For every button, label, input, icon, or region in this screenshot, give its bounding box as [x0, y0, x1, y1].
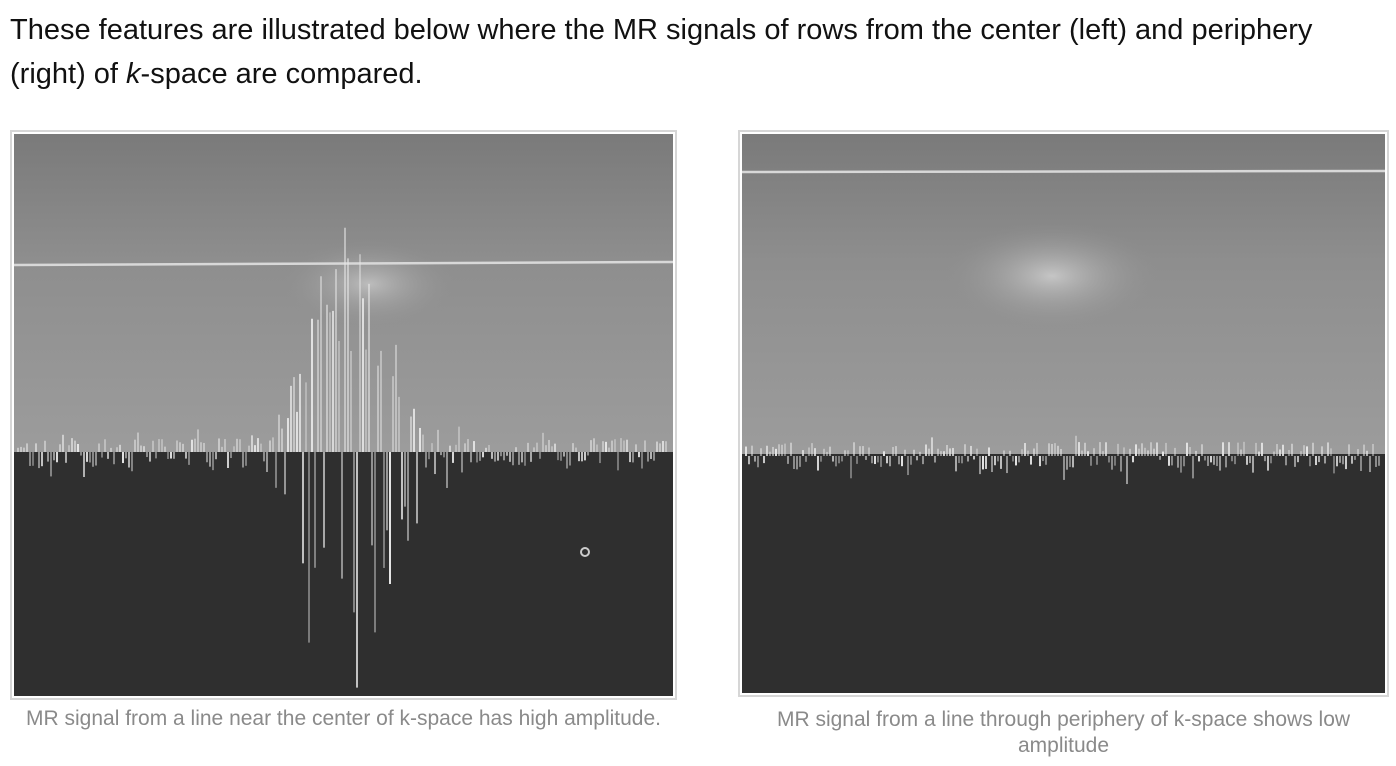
figure-caption: MR signal from a line near the center of…	[26, 707, 661, 730]
intro-k-italic: k	[126, 58, 141, 90]
intro-text-after: -space are compared.	[140, 58, 423, 90]
intro-paragraph: These features are illustrated below whe…	[10, 8, 1390, 96]
small-ring-mark	[580, 547, 590, 557]
mr-signal-center-image	[14, 134, 673, 696]
figure-center-kspace: MR signal from a line near the center of…	[10, 130, 677, 732]
intro-text-before: These features are illustrated below whe…	[10, 14, 1313, 90]
horizontal-line	[742, 169, 1385, 174]
signal-trace	[745, 435, 1380, 485]
horizontal-line	[14, 260, 673, 267]
lower-panel	[14, 452, 673, 696]
interference-blob	[942, 221, 1162, 331]
figure-caption: MR signal from a line through periphery …	[776, 708, 1351, 757]
lower-panel	[742, 454, 1385, 693]
signal-trace	[17, 227, 667, 688]
image-frame	[10, 130, 677, 700]
mr-signal-periphery-image	[742, 134, 1385, 693]
figure-periphery-kspace: MR signal from a line through periphery …	[738, 130, 1389, 759]
image-frame	[738, 130, 1389, 697]
